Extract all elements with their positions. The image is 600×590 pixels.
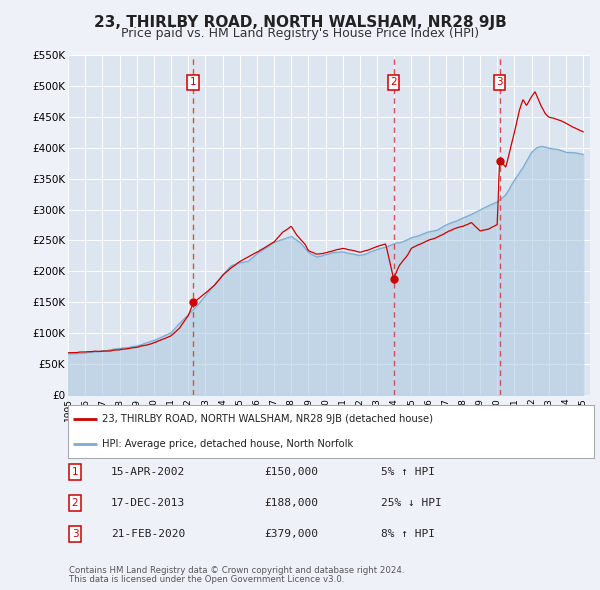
Text: 8% ↑ HPI: 8% ↑ HPI [381,529,435,539]
Text: Price paid vs. HM Land Registry's House Price Index (HPI): Price paid vs. HM Land Registry's House … [121,27,479,40]
Text: £150,000: £150,000 [264,467,318,477]
Text: 23, THIRLBY ROAD, NORTH WALSHAM, NR28 9JB: 23, THIRLBY ROAD, NORTH WALSHAM, NR28 9J… [94,15,506,30]
Text: 17-DEC-2013: 17-DEC-2013 [111,498,185,508]
Text: 21-FEB-2020: 21-FEB-2020 [111,529,185,539]
Text: 5% ↑ HPI: 5% ↑ HPI [381,467,435,477]
Text: 23, THIRLBY ROAD, NORTH WALSHAM, NR28 9JB (detached house): 23, THIRLBY ROAD, NORTH WALSHAM, NR28 9J… [102,414,433,424]
Text: 25% ↓ HPI: 25% ↓ HPI [381,498,442,508]
Text: 1: 1 [190,77,196,87]
Text: £188,000: £188,000 [264,498,318,508]
Text: 2: 2 [390,77,397,87]
Text: 2: 2 [71,498,79,508]
Text: Contains HM Land Registry data © Crown copyright and database right 2024.: Contains HM Land Registry data © Crown c… [69,566,404,575]
Text: HPI: Average price, detached house, North Norfolk: HPI: Average price, detached house, Nort… [102,439,353,448]
Text: This data is licensed under the Open Government Licence v3.0.: This data is licensed under the Open Gov… [69,575,344,584]
Text: 1: 1 [71,467,79,477]
Text: 15-APR-2002: 15-APR-2002 [111,467,185,477]
Text: £379,000: £379,000 [264,529,318,539]
Text: 3: 3 [496,77,503,87]
Text: 3: 3 [71,529,79,539]
